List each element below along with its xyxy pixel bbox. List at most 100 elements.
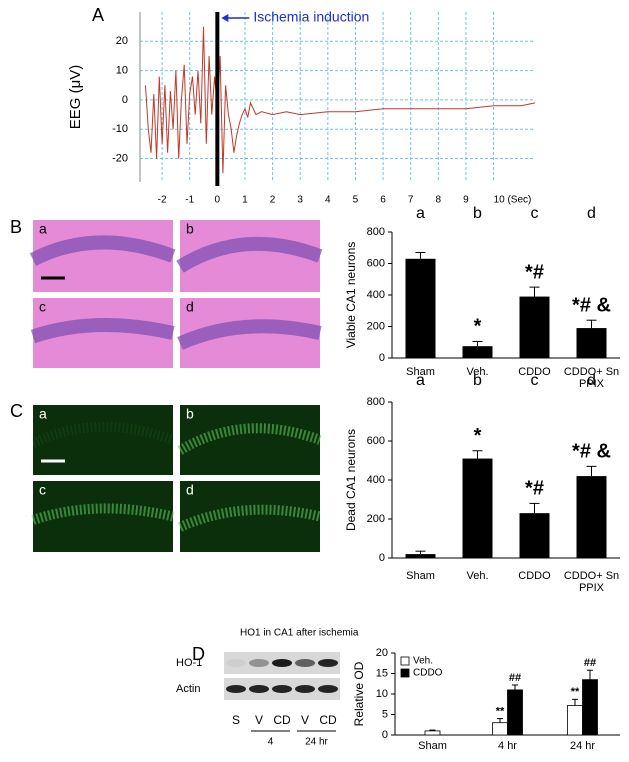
- band: [295, 685, 315, 693]
- y-axis-label: EEG (μV): [67, 65, 84, 129]
- x-tick-label: 9: [463, 195, 469, 206]
- y-tick-label: 800: [367, 396, 385, 408]
- y-tick-label: 400: [367, 289, 385, 301]
- y-axis-label: Dead CA1 neurons: [344, 429, 358, 531]
- cell-layer: [30, 318, 175, 344]
- x-tick-label: 2: [270, 195, 276, 206]
- x-tick-label: 4: [325, 195, 331, 206]
- blot-title: HO1 in CA1 after ischemia: [240, 628, 359, 639]
- band: [226, 685, 246, 693]
- time-label: 4: [268, 737, 274, 748]
- group-label: d: [587, 372, 596, 389]
- lane-label: V: [255, 713, 263, 727]
- y-tick-label: 0: [379, 352, 385, 364]
- y-tick-label: 200: [367, 320, 385, 332]
- bar: [507, 689, 523, 736]
- x-tick-label: CDDO: [518, 570, 551, 582]
- significance: ##: [509, 672, 521, 684]
- micrograph: [180, 481, 320, 552]
- legend-label: CDDO: [413, 668, 443, 679]
- significance: **: [496, 706, 505, 718]
- x-tick-label: -1: [185, 195, 194, 206]
- x-tick-label: 8: [436, 195, 442, 206]
- group-label: a: [416, 372, 425, 389]
- bar: [424, 730, 441, 736]
- legend-swatch: [400, 656, 410, 666]
- y-axis-label: Viable CA1 neurons: [344, 242, 358, 349]
- x-tick-label: 3: [297, 195, 303, 206]
- x-tick-label: 4 hr: [498, 740, 517, 752]
- bar: [576, 328, 607, 358]
- cell-layer: [176, 236, 323, 273]
- y-tick-label: 400: [367, 474, 385, 486]
- y-tick-label: 20: [376, 647, 388, 659]
- x-tick-label: Sham: [406, 366, 435, 378]
- lane-label: S: [232, 713, 240, 727]
- x-tick-label: CDDO+ Sn PPIX: [563, 366, 620, 390]
- image-label: c: [39, 299, 46, 315]
- bar: [567, 705, 583, 736]
- bar: [462, 346, 493, 358]
- lane-label: CD: [273, 713, 291, 727]
- significance: *# &: [572, 294, 611, 316]
- cell-layer: [177, 423, 322, 455]
- legend-label: Veh.: [413, 656, 433, 667]
- band: [249, 685, 269, 693]
- band: [318, 685, 338, 693]
- significance: *: [474, 316, 482, 338]
- y-tick-label: 20: [116, 35, 128, 47]
- lane-label: CD: [319, 713, 337, 727]
- x-tick-label: 5: [353, 195, 359, 206]
- legend-swatch: [400, 668, 410, 678]
- time-label: 24 hr: [305, 737, 328, 748]
- cell-layer: [31, 503, 175, 525]
- panel-letter: B: [10, 217, 22, 237]
- y-tick-label: 600: [367, 435, 385, 447]
- y-tick-label: 15: [376, 667, 388, 679]
- x-tick-label: CDDO+ Sn PPIX: [563, 570, 620, 594]
- image-label: d: [186, 299, 194, 315]
- lane-label: V: [301, 713, 309, 727]
- significance: *#: [525, 478, 544, 500]
- panel-letter: D: [192, 644, 205, 664]
- annotation: Ischemia induction: [253, 9, 369, 25]
- micrograph: [180, 405, 320, 475]
- cell-layer: [29, 235, 176, 266]
- cell-layer: [177, 319, 322, 350]
- significance: *: [474, 425, 482, 447]
- micrograph: [33, 481, 173, 552]
- y-tick-label: 0: [122, 94, 128, 106]
- x-tick-label: Veh.: [466, 366, 489, 378]
- bar: [519, 296, 550, 358]
- image-label: b: [186, 406, 194, 422]
- x-tick-label: 7: [408, 195, 414, 206]
- bar: [519, 513, 550, 558]
- cell-layer: [30, 421, 175, 448]
- band: [295, 659, 315, 667]
- image-label: c: [39, 482, 46, 498]
- image-label: a: [39, 221, 47, 237]
- blot-row-label: Actin: [176, 683, 200, 695]
- y-tick-label: 10: [116, 65, 128, 77]
- y-tick-label: -20: [112, 152, 128, 164]
- y-tick-label: 200: [367, 513, 385, 525]
- y-tick-label: 5: [382, 708, 388, 720]
- image-label: d: [186, 482, 194, 498]
- y-tick-label: 0: [382, 729, 388, 741]
- x-tick-label: 24 hr: [570, 740, 595, 752]
- band: [249, 659, 269, 667]
- group-label: c: [531, 205, 539, 222]
- significance: *#: [525, 261, 544, 283]
- x-tick-label: 1: [242, 195, 248, 206]
- arrow-head: [221, 14, 229, 22]
- band: [318, 659, 338, 667]
- band: [272, 659, 292, 667]
- band: [272, 685, 292, 693]
- group-label: a: [416, 205, 425, 222]
- x-tick-label: CDDO: [518, 366, 551, 378]
- panel-letter: A: [92, 5, 104, 25]
- y-tick-label: 10: [376, 688, 388, 700]
- bar: [576, 476, 607, 558]
